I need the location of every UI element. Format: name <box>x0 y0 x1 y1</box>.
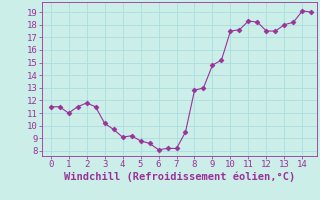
X-axis label: Windchill (Refroidissement éolien,°C): Windchill (Refroidissement éolien,°C) <box>64 172 295 182</box>
